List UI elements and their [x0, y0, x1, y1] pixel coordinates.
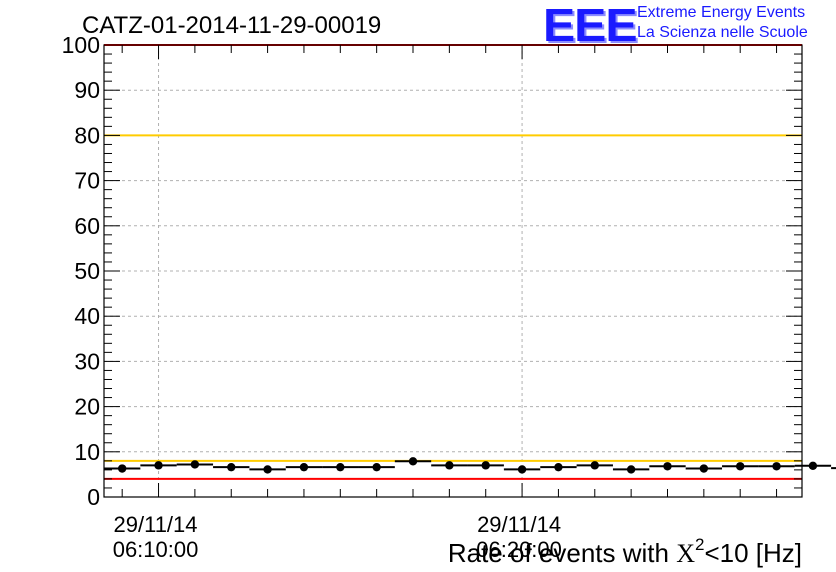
- data-point: [554, 462, 563, 472]
- data-point: [663, 462, 672, 471]
- x-tick-label-time: 06:20:00: [476, 537, 562, 562]
- grid: [104, 45, 802, 497]
- data-point: [735, 462, 745, 471]
- x-tick-label-date: 29/11/14: [114, 512, 198, 537]
- x-axis-label-suffix: <10 [Hz]: [704, 538, 802, 568]
- data-points: [104, 457, 836, 474]
- data-point: [117, 464, 127, 473]
- data-point: [590, 461, 599, 470]
- x-axis-label-symbol: X: [676, 539, 695, 568]
- x-axis-label: Rate of events with X2<10 [Hz]: [448, 535, 802, 568]
- y-tick-label: 70: [74, 168, 100, 194]
- data-point: [481, 461, 490, 470]
- y-tick-label: 80: [74, 122, 100, 148]
- y-tick-label: 40: [74, 303, 100, 329]
- data-point: [336, 462, 345, 472]
- x-axis-label-prefix: Rate of events with: [448, 538, 676, 568]
- chart-title: CATZ-01-2014-11-29-00019: [82, 12, 381, 39]
- y-tick-label: 50: [74, 258, 100, 284]
- data-point: [808, 461, 818, 471]
- y-tick-label: 20: [74, 394, 100, 420]
- y-tick-label: 90: [74, 77, 100, 103]
- y-tick-label: 60: [74, 213, 100, 239]
- data-point: [263, 465, 272, 474]
- data-point: [299, 462, 309, 472]
- y-tick-label: 100: [62, 32, 100, 58]
- data-point: [445, 461, 454, 470]
- y-tick-label: 0: [87, 484, 100, 510]
- data-point: [227, 462, 236, 472]
- data-point: [154, 461, 163, 470]
- x-axis-label-sup: 2: [695, 535, 704, 554]
- data-point: [517, 465, 527, 474]
- y-tick-label: 10: [74, 439, 100, 465]
- x-tick-label-date: 29/11/14: [477, 512, 561, 537]
- data-point: [190, 460, 200, 469]
- logo-line-2: La Scienza nelle Scuole: [637, 24, 808, 41]
- eee-logo-mark: EEE: [543, 0, 638, 51]
- logo-line-1: Extreme Energy Events: [637, 4, 806, 21]
- y-tick-labels: 0 10 20 30 40 50 60 70 80 90 100: [62, 32, 100, 510]
- data-point: [699, 464, 709, 473]
- data-point: [772, 462, 781, 471]
- data-point: [408, 457, 418, 466]
- data-point: [626, 465, 636, 474]
- y-tick-label: 30: [74, 348, 100, 374]
- x-tick-label-time: 06:10:00: [113, 537, 199, 562]
- reference-lines: [104, 44, 802, 480]
- axes: [103, 44, 803, 498]
- data-point: [372, 462, 381, 472]
